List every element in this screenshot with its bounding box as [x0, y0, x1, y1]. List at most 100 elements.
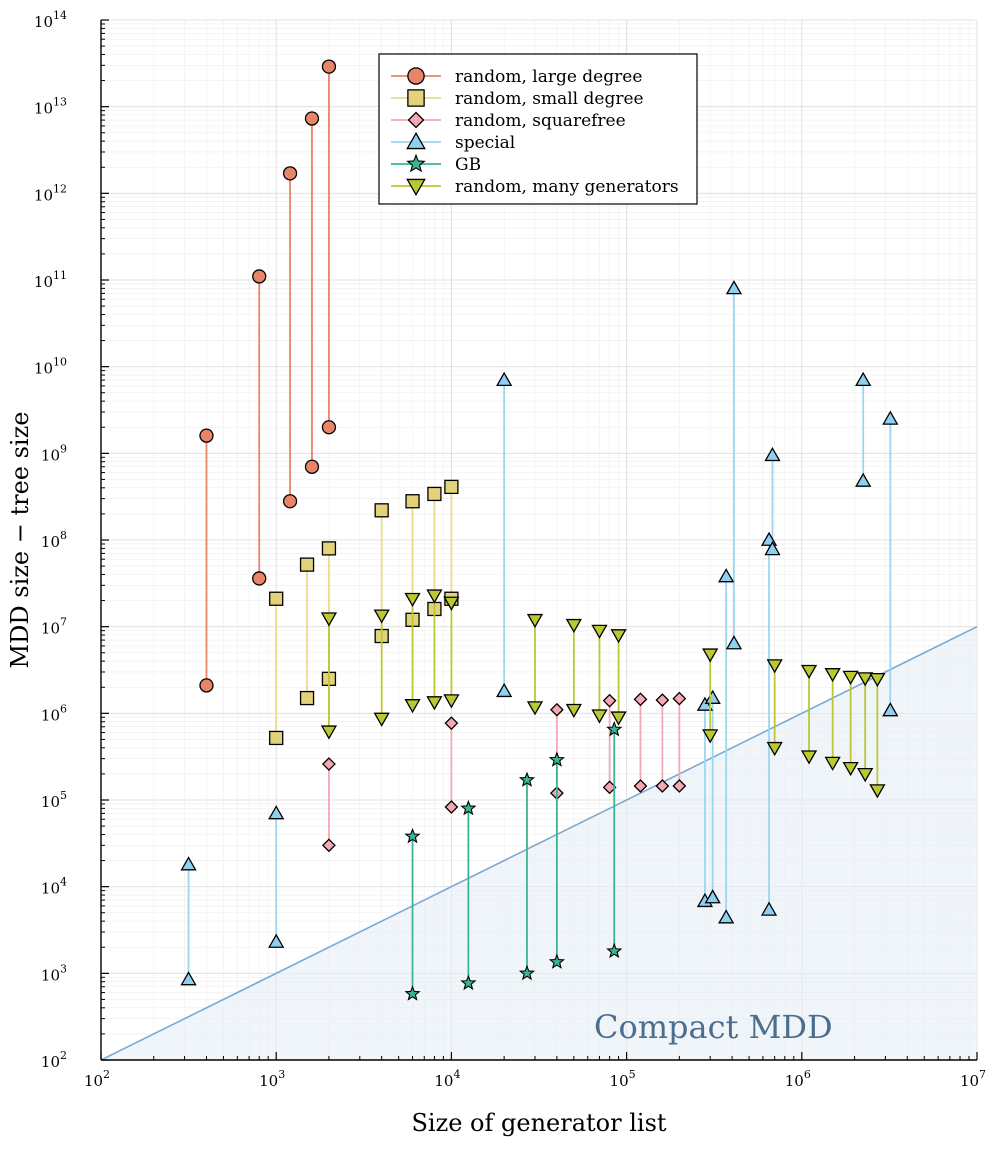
- data-point-top: [282, 166, 298, 181]
- data-point-top: [800, 664, 818, 680]
- data-point-bottom: [373, 712, 390, 727]
- legend-label: random, squarefree: [455, 111, 626, 131]
- data-point-top: [842, 670, 859, 685]
- data-point-top: [444, 479, 459, 495]
- data-point-bottom: [322, 838, 336, 853]
- data-point-bottom: [869, 784, 886, 799]
- data-point-top: [526, 613, 544, 629]
- data-point-top: [704, 689, 721, 704]
- data-point-bottom: [857, 768, 874, 783]
- data-point-bottom: [824, 756, 841, 771]
- data-point-bottom: [606, 942, 623, 959]
- data-point-top: [606, 721, 623, 737]
- data-point-top: [718, 568, 735, 583]
- legend-marker: [406, 178, 426, 197]
- y-tick-label: 1012: [34, 182, 67, 204]
- data-point-top: [268, 805, 285, 820]
- data-point-top: [824, 668, 841, 683]
- data-point-bottom: [704, 889, 721, 904]
- data-point-bottom: [460, 974, 477, 991]
- data-point-bottom: [842, 761, 859, 777]
- series-random-squarefree: [322, 691, 687, 853]
- data-point-bottom: [548, 953, 565, 969]
- data-point-top: [518, 771, 536, 787]
- data-point-top: [321, 541, 337, 556]
- data-point-bottom: [518, 964, 536, 981]
- y-tick-label: 1014: [34, 9, 67, 31]
- legend-marker: [407, 89, 425, 107]
- data-point-bottom: [655, 779, 670, 793]
- x-tick-label: 104: [434, 1068, 460, 1090]
- legend-box: [378, 53, 698, 205]
- legend-label: GB: [455, 155, 481, 175]
- data-point-top: [633, 692, 648, 707]
- data-point-bottom: [321, 420, 337, 435]
- data-point-bottom: [443, 694, 460, 709]
- legend-marker: [406, 153, 426, 173]
- legend-label: random, small degree: [455, 89, 644, 109]
- data-point-bottom: [882, 702, 899, 717]
- data-point-bottom: [320, 725, 338, 740]
- data-point-bottom: [800, 750, 818, 765]
- data-point-top: [655, 693, 670, 708]
- data-point-top: [766, 659, 783, 674]
- legend-label: random, large degree: [455, 67, 642, 87]
- y-tick-label: 106: [41, 702, 67, 724]
- y-tick-label: 1013: [34, 96, 67, 118]
- data-point-top: [427, 486, 442, 502]
- x-tick-label: 106: [785, 1068, 811, 1090]
- data-point-top: [320, 612, 338, 627]
- data-point-top: [548, 751, 565, 767]
- series-random-many-generators: [320, 589, 886, 799]
- data-point-top: [702, 648, 719, 663]
- data-point-top: [373, 609, 390, 624]
- series-random-large-degree: [199, 59, 337, 693]
- data-point-bottom: [764, 541, 781, 556]
- data-point-top: [882, 410, 899, 425]
- data-point-top: [602, 693, 617, 708]
- data-point-top: [299, 557, 315, 572]
- data-point-top: [869, 672, 886, 688]
- data-point-bottom: [404, 985, 421, 1001]
- y-tick-label: 102: [41, 1049, 67, 1071]
- y-tick-label: 107: [41, 616, 67, 638]
- data-point-bottom: [766, 741, 783, 757]
- data-point-bottom: [404, 699, 421, 714]
- data-point-bottom: [702, 729, 719, 744]
- data-point-top: [610, 629, 627, 644]
- data-point-top: [321, 59, 337, 74]
- data-point-bottom: [180, 971, 197, 986]
- data-point-bottom: [268, 933, 285, 948]
- y-axis-ticks: 102 103 104 105 106 107 108 109 1010 1011 1012 1013…: [34, 9, 109, 1071]
- compact-mdd-label: Compact MDD: [594, 1008, 833, 1046]
- legend-marker: [407, 111, 425, 129]
- data-point-bottom: [269, 730, 284, 746]
- legend-label: special: [455, 133, 515, 153]
- y-tick-label: 1011: [34, 269, 67, 291]
- series-layer: [180, 59, 899, 1001]
- data-point-bottom: [725, 635, 743, 650]
- x-tick-label: 102: [84, 1068, 110, 1090]
- data-point-top: [443, 596, 460, 611]
- data-point-bottom: [444, 800, 459, 814]
- data-point-top: [404, 592, 421, 608]
- data-point-top: [855, 371, 872, 386]
- data-point-top: [374, 503, 389, 518]
- series-special: [180, 280, 899, 986]
- data-point-top: [591, 624, 608, 639]
- y-axis-title: MDD size − tree size: [6, 412, 34, 669]
- data-point-bottom: [426, 696, 443, 711]
- x-axis-title: Size of generator list: [411, 1109, 666, 1137]
- data-point-bottom: [672, 779, 687, 793]
- data-point-top: [696, 696, 714, 711]
- legend-label: random, many generators: [455, 177, 679, 197]
- data-point-top: [269, 591, 284, 606]
- y-tick-label: 103: [41, 962, 67, 984]
- data-point-bottom: [199, 678, 214, 693]
- data-point-top: [304, 111, 320, 126]
- data-point-bottom: [760, 901, 778, 916]
- data-point-top: [404, 827, 421, 844]
- data-point-top: [672, 691, 687, 706]
- data-point-bottom: [718, 909, 735, 924]
